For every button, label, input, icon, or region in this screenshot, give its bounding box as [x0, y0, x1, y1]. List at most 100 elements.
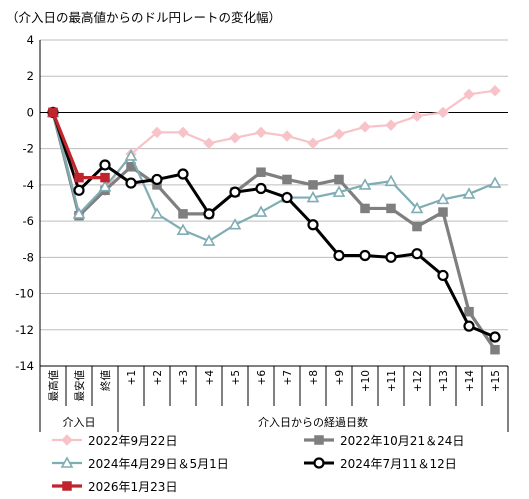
group-label-days-after: 介入日からの経過日数	[258, 416, 368, 429]
data-point	[463, 320, 475, 332]
data-point	[48, 107, 58, 118]
data-point	[281, 191, 293, 204]
y-tick-label: 0	[27, 105, 34, 119]
series-line	[51, 112, 496, 243]
y-tick-label: 4	[27, 33, 34, 47]
y-tick-label: -6	[23, 214, 34, 228]
legend-label: 2024年4月29日＆5月1日	[88, 457, 229, 471]
y-tick-label: -4	[23, 178, 34, 192]
x-tick-label: +7	[282, 370, 294, 385]
data-point	[124, 149, 138, 161]
x-tick-label: 最安値	[73, 370, 86, 402]
data-point	[281, 130, 293, 142]
data-point	[411, 248, 423, 260]
legend-marker	[314, 435, 324, 445]
legend: 2022年9月22日 2022年10月21＆24日 2024年4月29日＆5月1日 2…	[52, 434, 464, 494]
data-point	[307, 219, 319, 231]
y-tick-label: -10	[15, 287, 34, 301]
series-group	[46, 85, 502, 355]
series-line	[51, 111, 496, 339]
data-point	[410, 201, 424, 214]
data-point	[332, 185, 346, 197]
y-tick-label: 2	[27, 69, 34, 83]
data-point	[438, 207, 448, 217]
data-point	[72, 207, 86, 219]
data-point	[203, 208, 215, 220]
legend-item: 2024年7月11＆12日	[304, 457, 457, 471]
data-point	[282, 174, 292, 185]
data-point	[436, 192, 450, 205]
x-tick-label: +10	[360, 370, 372, 392]
x-tick-label: +6	[256, 370, 268, 386]
legend-label: 2026年1月23日	[88, 480, 177, 494]
data-point	[99, 159, 111, 171]
series-5	[48, 107, 110, 183]
data-point	[489, 331, 501, 343]
x-tick-label: 終値	[99, 370, 112, 391]
data-point	[255, 182, 267, 195]
data-point	[488, 176, 502, 188]
legend-marker	[61, 434, 73, 446]
data-point	[384, 174, 398, 187]
data-point	[307, 137, 319, 149]
series-2	[48, 107, 500, 355]
x-tick-label: +14	[464, 370, 476, 392]
data-point	[100, 172, 110, 183]
data-point	[177, 168, 189, 180]
data-point	[334, 174, 344, 185]
x-axis: 最高値 最安値 終値 +1 +2 +3 +4 +5 +6 +7 +8 +9 +10 +11 +12 +13 +1…	[40, 365, 509, 432]
data-point	[385, 251, 397, 263]
data-point	[306, 190, 320, 203]
series-line	[51, 89, 496, 215]
group-label-intervention-day: 介入日	[63, 416, 96, 429]
data-point	[360, 203, 370, 214]
y-tick-label: -14	[15, 359, 34, 373]
series-4	[47, 106, 501, 343]
data-point	[254, 205, 268, 217]
data-point	[151, 126, 163, 139]
x-tick-label: +4	[204, 370, 216, 386]
legend-item: 2022年10月21＆24日	[304, 434, 464, 448]
data-point	[178, 209, 188, 219]
data-point	[464, 306, 474, 317]
x-tick-label: +9	[334, 370, 346, 385]
data-point	[437, 106, 449, 119]
y-axis-ticks: 4 2 0 -2 -4 -6 -8 -10 -12 -14	[15, 33, 34, 373]
data-point	[437, 269, 449, 282]
data-point	[462, 187, 476, 199]
data-point	[125, 177, 137, 189]
data-point	[385, 119, 397, 131]
data-point	[463, 88, 475, 101]
x-tick-label: 最高値	[47, 370, 60, 402]
x-tick-label: +15	[490, 370, 502, 392]
x-tick-label: +11	[386, 370, 398, 392]
data-point	[73, 184, 85, 196]
y-tick-label: -8	[23, 250, 34, 264]
data-point	[308, 180, 318, 190]
data-point	[412, 221, 422, 232]
x-tick-label: +13	[438, 370, 450, 392]
data-point	[359, 249, 371, 262]
data-point	[386, 203, 396, 214]
data-point	[489, 85, 501, 97]
chart-title: （介入日の最高値からのドル円レートの変化幅）	[6, 10, 281, 25]
y-tick-label: -2	[23, 142, 34, 156]
legend-item: 2024年4月29日＆5月1日	[52, 456, 229, 471]
series-line	[51, 112, 497, 351]
legend-marker	[313, 457, 325, 469]
data-point	[490, 344, 500, 355]
x-tick-label: +5	[230, 370, 242, 385]
legend-item: 2022年9月22日	[52, 434, 177, 448]
x-tick-label: +8	[308, 370, 320, 385]
data-point	[333, 128, 345, 140]
y-tick-label: -12	[15, 323, 34, 337]
data-point	[229, 132, 241, 144]
data-point	[359, 121, 371, 133]
legend-label: 2022年9月22日	[88, 434, 177, 448]
x-tick-label: +3	[178, 370, 190, 385]
data-point	[228, 218, 242, 230]
data-point	[411, 110, 423, 122]
data-point	[176, 223, 190, 235]
data-point	[151, 173, 163, 186]
